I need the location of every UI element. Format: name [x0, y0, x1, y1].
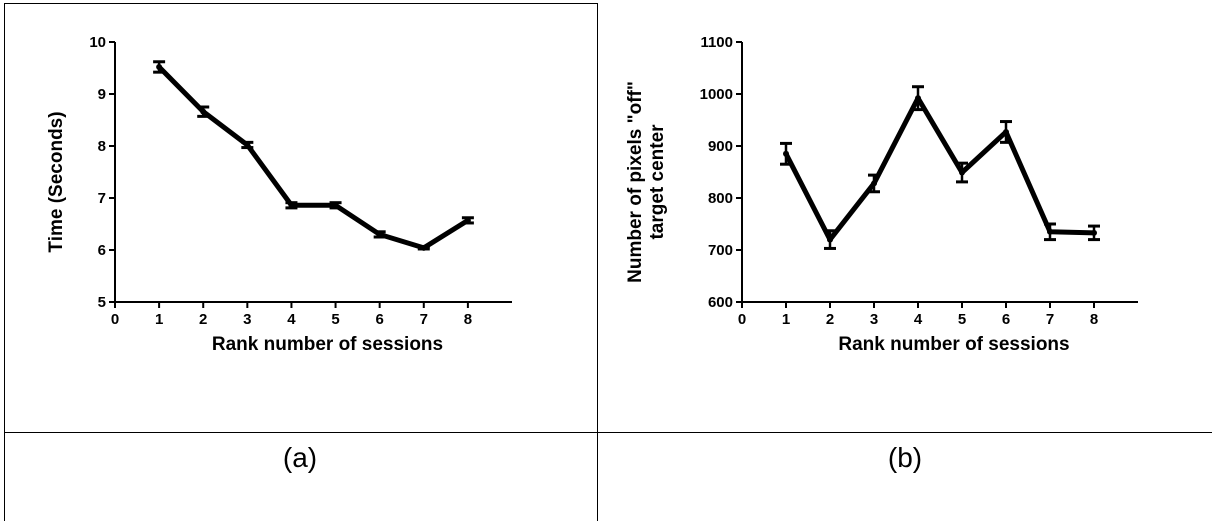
caption-b: (b)	[887, 442, 923, 473]
x-tick-label: 4	[914, 311, 923, 328]
table-border-top	[4, 3, 597, 4]
x-tick-label: 1	[155, 311, 163, 328]
y-axis-label-line: target center	[647, 124, 668, 240]
data-point	[1003, 128, 1009, 135]
data-point	[200, 108, 207, 115]
y-axis-label: Number of pixels "off"target center	[625, 81, 668, 283]
y-tick-label: 900	[708, 138, 733, 155]
data-point	[244, 141, 251, 148]
x-tick-label: 7	[420, 311, 428, 328]
x-tick-label: 3	[243, 311, 251, 328]
chart-time: 5 6 7 8 9 10 0 1 2 3 4 5 6 7 8 Rank number of sessions T…	[46, 34, 512, 355]
data-point	[288, 202, 295, 209]
data-point	[871, 180, 877, 187]
y-tick-label: 8	[98, 138, 106, 155]
y-tick-label: 5	[98, 294, 106, 311]
y-tick-label: 600	[708, 294, 733, 311]
x-tick-label: 3	[870, 311, 878, 328]
data-point	[1091, 229, 1097, 236]
x-tick-label: 2	[199, 311, 207, 328]
data-point	[1047, 228, 1053, 235]
y-tick-label: 9	[98, 86, 106, 103]
caption-a: (a)	[282, 442, 318, 473]
x-axis-label: Rank number of sessions	[212, 334, 443, 355]
x-tick-label: 1	[782, 311, 790, 328]
data-point	[420, 244, 427, 251]
y-tick-label: 7	[98, 190, 106, 207]
y-tick-label: 1100	[700, 34, 733, 51]
table-divider-middle	[4, 432, 1212, 433]
x-tick-label: 6	[375, 311, 383, 328]
x-tick-label: 5	[958, 311, 966, 328]
data-point	[156, 63, 163, 70]
data-point	[827, 236, 833, 243]
x-axis-label: Rank number of sessions	[838, 334, 1069, 355]
x-tick-label: 4	[287, 311, 296, 328]
y-tick-label: 1000	[700, 86, 733, 103]
table-border-left	[4, 3, 5, 521]
x-tick-label: 8	[464, 311, 472, 328]
data-point	[915, 95, 921, 102]
y-tick-label: 700	[708, 242, 733, 259]
data-point	[959, 169, 965, 176]
data-point	[376, 231, 383, 238]
x-tick-label: 8	[1090, 311, 1098, 328]
y-tick-label: 6	[98, 242, 106, 259]
series-line	[783, 95, 1095, 243]
table-divider-center	[597, 3, 598, 521]
x-tick-label: 0	[111, 311, 119, 328]
data-point	[783, 150, 789, 157]
y-tick-label: 800	[708, 190, 733, 207]
data-point	[332, 202, 339, 209]
y-tick-label: 10	[89, 34, 106, 51]
series-line	[157, 65, 470, 251]
x-tick-label: 5	[331, 311, 339, 328]
x-tick-label: 6	[1002, 311, 1010, 328]
y-axis-label: Time (Seconds)	[46, 111, 67, 252]
y-axis-label-line: Number of pixels "off"	[625, 81, 646, 283]
x-tick-label: 0	[738, 311, 746, 328]
x-tick-label: 2	[826, 311, 834, 328]
chart-pixels-off: 600 700 800 900 1000 1100 0 1 2 3 4 5 6 7 8 Rank number…	[625, 34, 1138, 355]
data-point	[464, 217, 471, 224]
x-tick-label: 7	[1046, 311, 1054, 328]
